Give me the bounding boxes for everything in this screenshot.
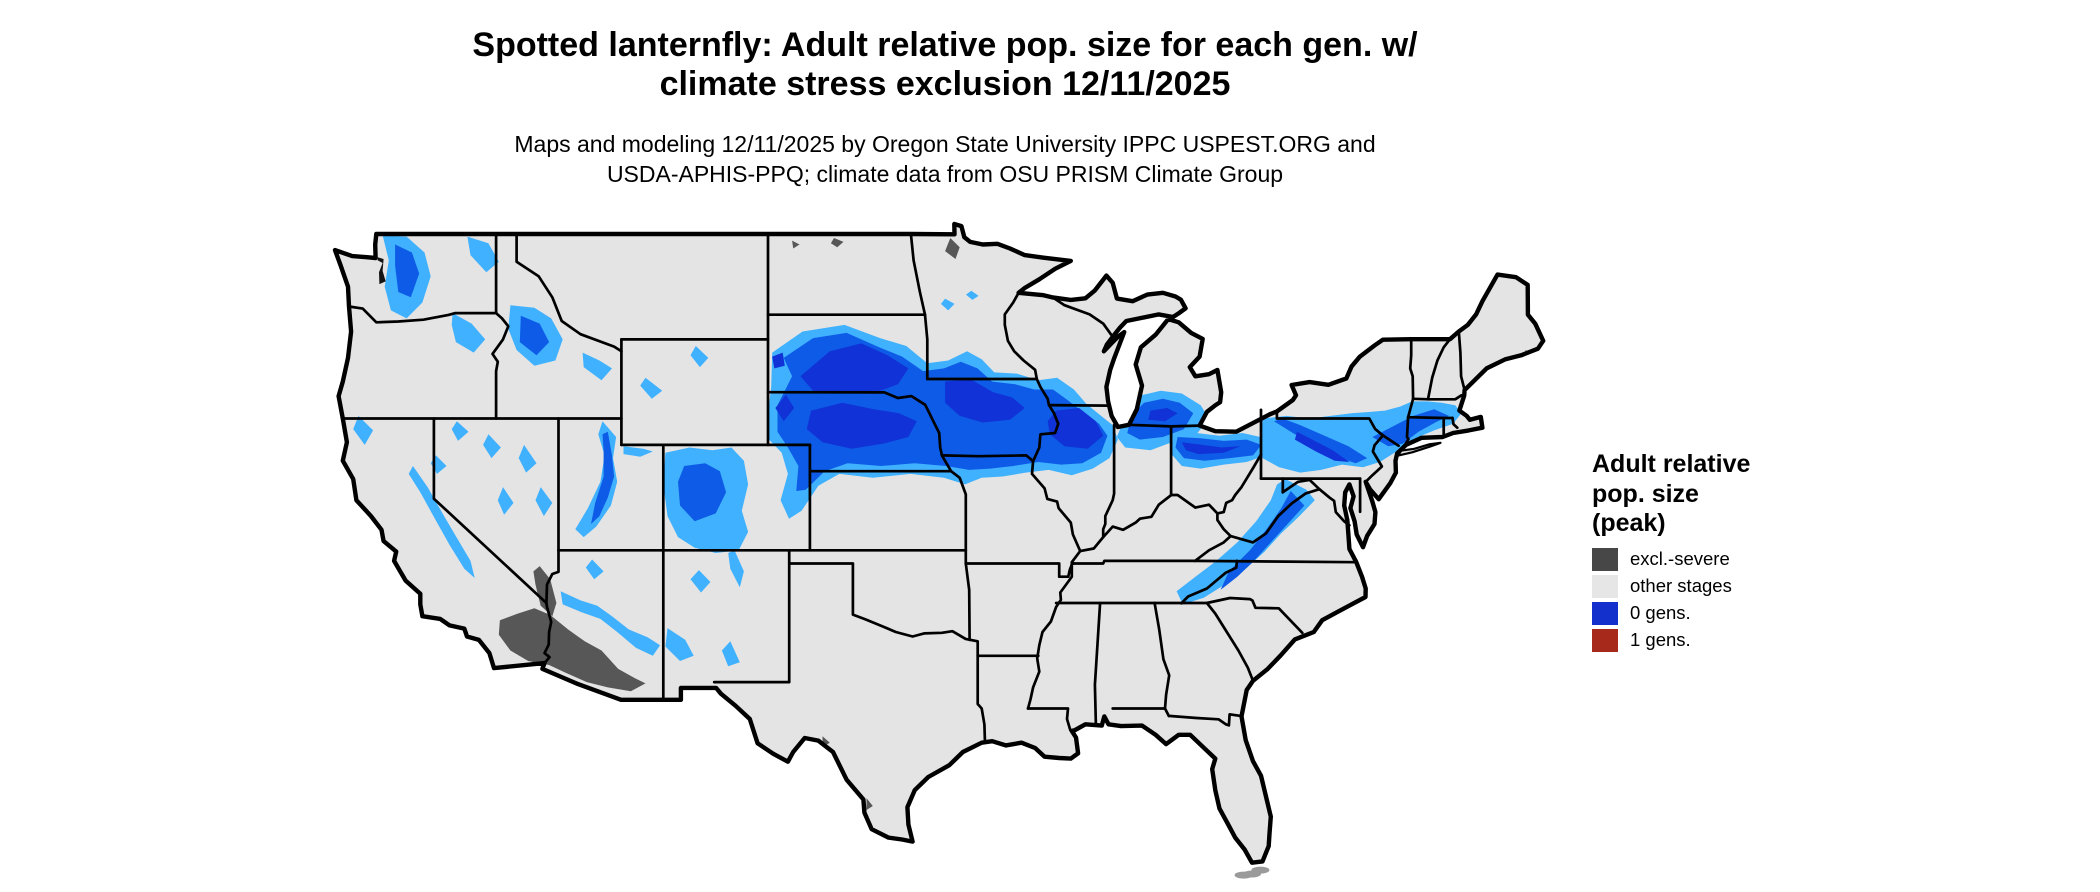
puget-sound-mark <box>377 257 386 285</box>
legend-label-other-stages: other stages <box>1630 575 1732 596</box>
figure-header: Spotted lanternfly: Adult relative pop. … <box>0 26 1890 190</box>
legend-swatch-other-stages <box>1592 574 1618 598</box>
legend-items: excl.-severe other stages 0 gens. 1 gens… <box>1592 547 1832 652</box>
state-borders <box>341 232 1466 742</box>
legend-item-1-gens: 1 gens. <box>1592 628 1832 652</box>
legend-swatch-excl-severe <box>1592 547 1618 571</box>
figure-subtitle: Maps and modeling 12/11/2025 by Oregon S… <box>514 130 1376 188</box>
legend-title: Adult relative pop. size (peak) <box>1592 450 1751 537</box>
legend-label-0-gens: 0 gens. <box>1630 602 1691 623</box>
conus-outline <box>332 221 1546 865</box>
legend-label-1-gens: 1 gens. <box>1630 629 1691 650</box>
map-legend: Adult relative pop. size (peak) excl.-se… <box>1592 450 1832 656</box>
legend-item-other-stages: other stages <box>1592 574 1832 598</box>
legend-swatch-0-gens <box>1592 601 1618 625</box>
florida-keys <box>1234 866 1270 879</box>
legend-swatch-1-gens <box>1592 628 1618 652</box>
figure-title: Spotted lanternfly: Adult relative pop. … <box>472 26 1418 104</box>
legend-item-excl-severe: excl.-severe <box>1592 547 1832 571</box>
legend-label-excl-severe: excl.-severe <box>1630 548 1730 569</box>
legend-item-0-gens: 0 gens. <box>1592 601 1832 625</box>
